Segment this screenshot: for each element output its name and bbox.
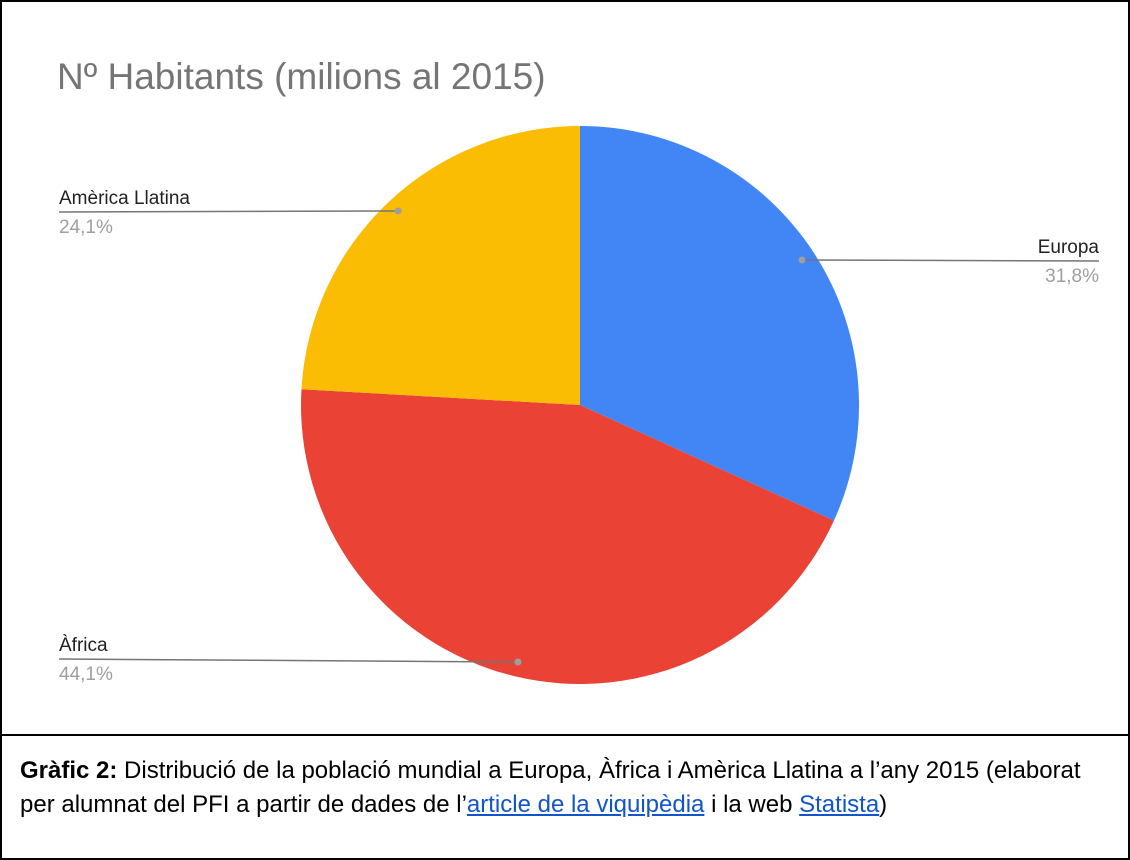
slice-value-label-2: 44,1% <box>59 664 113 685</box>
chart-title: Nº Habitants (milions al 2015) <box>57 56 546 97</box>
pie-slices <box>301 126 860 684</box>
leader-lines <box>58 207 1100 666</box>
caption-label: Gràfic 2: <box>20 757 118 784</box>
slice-value-label-1: 31,8% <box>1045 266 1099 287</box>
leader-dot-1 <box>798 256 806 264</box>
leader-line-3 <box>58 210 399 213</box>
pie-chart: Europa 31,8% Àfrica 44,1% Amèrica Llatina 24,… <box>58 126 1100 685</box>
figure-caption: Gràfic 2: Distribució de la població mun… <box>20 754 1110 822</box>
leader-dot-3 <box>394 207 402 215</box>
slice-labels: Europa 31,8% Àfrica 44,1% Amèrica Llatina 24,… <box>59 188 1099 685</box>
slice-value-label-3: 24,1% <box>59 217 113 238</box>
slice-label-1: Europa <box>1038 237 1100 258</box>
pie-slice-1 <box>580 126 860 521</box>
leader-line-2 <box>58 658 519 663</box>
leader-dot-2 <box>514 658 522 666</box>
slice-label-3: Amèrica Llatina <box>59 188 190 209</box>
pie-slice-2 <box>301 389 834 684</box>
statista-link[interactable]: Statista <box>799 791 880 818</box>
slice-label-2: Àfrica <box>59 635 108 656</box>
pie-slice-3 <box>301 126 580 405</box>
wikipedia-article-link[interactable]: article de la viquipèdia <box>466 791 705 818</box>
caption-text-2: i la web <box>704 791 800 818</box>
chart-area: Nº Habitants (milions al 2015) Europa 31,… <box>2 2 1128 736</box>
leader-line-1 <box>801 259 1100 262</box>
caption-text-3: ) <box>879 791 888 818</box>
caption-text-1: Distribució de la població mundial a Eur… <box>20 757 1081 818</box>
